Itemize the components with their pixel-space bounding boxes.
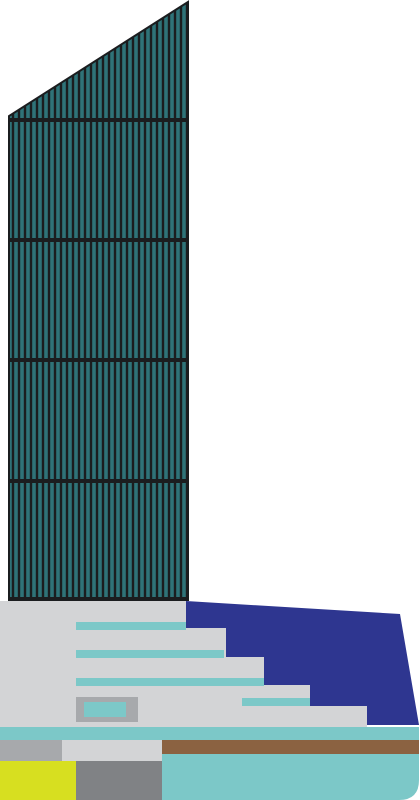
base-dark-grey-block bbox=[76, 761, 162, 800]
podium-stepped-terraces bbox=[0, 601, 367, 727]
terrace-stripe-1 bbox=[76, 622, 186, 630]
tower-floor-bands bbox=[9, 118, 188, 601]
podium bbox=[0, 601, 419, 727]
base-light-grey-block bbox=[62, 740, 162, 761]
base-yellow-block bbox=[0, 761, 76, 800]
tower-roof-edge bbox=[8, 0, 189, 601]
tower-floor-band bbox=[9, 238, 188, 242]
terrace-stripe-4 bbox=[242, 698, 310, 706]
tower bbox=[8, 0, 189, 601]
tower-floor-band bbox=[9, 118, 188, 122]
tower-floor-band bbox=[9, 479, 188, 483]
tower-glass-facade bbox=[9, 2, 188, 601]
base bbox=[0, 727, 419, 800]
base-grey-block bbox=[0, 740, 62, 761]
tower-floor-band bbox=[9, 358, 188, 362]
terrace-stripe-2 bbox=[76, 650, 224, 658]
tower-floor-band bbox=[9, 597, 188, 601]
podium-window bbox=[84, 702, 126, 717]
base-teal-curved-block bbox=[162, 754, 419, 800]
base-brown-stripe bbox=[162, 740, 419, 754]
base-teal-band bbox=[0, 727, 419, 740]
terrace-stripe-3 bbox=[76, 678, 264, 686]
